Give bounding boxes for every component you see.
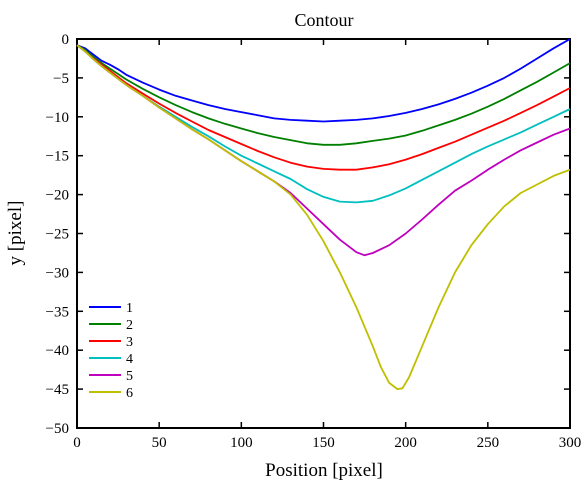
- ticks: [76, 38, 571, 429]
- x-tick-label: 150: [312, 435, 335, 451]
- y-tick-label: −15: [46, 149, 69, 165]
- legend-label-1: 1: [126, 301, 133, 316]
- y-tick-label: −50: [46, 421, 69, 437]
- y-tick-label: −5: [53, 71, 69, 87]
- x-tick-label: 0: [73, 435, 81, 451]
- series-line-3: [76, 44, 571, 171]
- legend-label-4: 4: [126, 352, 133, 367]
- y-tick-label: −35: [46, 304, 69, 320]
- chart-title: Contour: [294, 10, 353, 30]
- x-tick-label: 300: [559, 435, 582, 451]
- series-line-2: [76, 44, 571, 146]
- y-tick-label: −30: [46, 265, 69, 281]
- y-tick-label: 0: [62, 32, 70, 48]
- legend: 1 2 3 4 5 6: [89, 301, 133, 401]
- series-lines: [76, 38, 571, 391]
- y-tick-label: −25: [46, 227, 69, 243]
- x-tick-label: 50: [152, 435, 167, 451]
- y-tick-label: −10: [46, 110, 69, 126]
- tick-labels: 0 50 100 150 200 250 300 0 −5 −10 −15 −20 −25 −30 −35 −…: [46, 32, 582, 451]
- legend-label-2: 2: [126, 318, 133, 333]
- x-tick-label: 250: [477, 435, 500, 451]
- y-axis-title: y [pixel]: [5, 201, 26, 266]
- y-tick-label: −20: [46, 188, 69, 204]
- legend-label-6: 6: [126, 386, 133, 401]
- x-tick-label: 200: [394, 435, 417, 451]
- y-tick-label: −45: [46, 382, 69, 398]
- plot-frame: [76, 38, 571, 429]
- legend-label-3: 3: [126, 335, 133, 350]
- series-line-1: [76, 38, 571, 123]
- x-axis-title: Position [pixel]: [265, 460, 383, 481]
- y-tick-label: −40: [46, 343, 69, 359]
- legend-label-5: 5: [126, 369, 133, 384]
- x-tick-label: 100: [230, 435, 253, 451]
- series-line-6: [76, 44, 571, 391]
